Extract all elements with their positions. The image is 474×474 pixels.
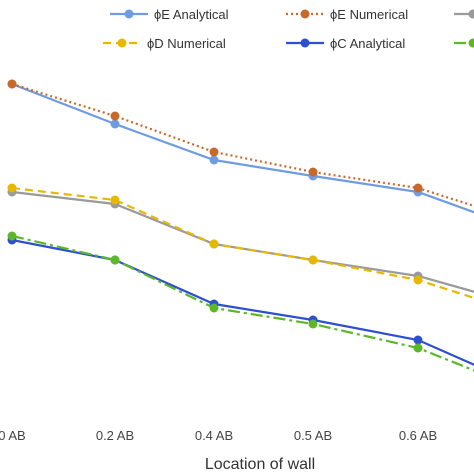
x-tick-label: 0.4 AB (195, 428, 233, 443)
data-point-1-4 (413, 183, 423, 193)
x-axis-title: Location of wall (205, 456, 315, 473)
series-0 (7, 79, 474, 214)
legend-item-1: ϕE Numerical (286, 7, 408, 22)
series-1 (7, 79, 474, 208)
data-point-5-2 (209, 303, 219, 313)
data-point-0-1 (110, 119, 120, 129)
data-point-5-4 (413, 343, 423, 353)
series-line-3 (11, 186, 474, 300)
series-5 (7, 231, 474, 372)
legend-label: ϕD Numerical (147, 36, 226, 51)
data-point-3-2 (209, 239, 219, 249)
legend-marker (468, 38, 474, 48)
data-point-5-3 (308, 319, 318, 329)
data-point-3-4 (413, 275, 423, 285)
data-point-3-3 (308, 255, 318, 265)
data-point-3-0 (7, 183, 17, 193)
legend-label: ϕE Numerical (330, 7, 408, 22)
series-3 (7, 183, 474, 300)
data-point-1-1 (110, 111, 120, 121)
series-line-0 (11, 82, 474, 214)
legend-item-0: ϕE Analytical (110, 7, 229, 22)
data-point-1-3 (308, 167, 318, 177)
x-axis-ticks: 0 AB0.2 AB0.4 AB0.5 AB0.6 AB0.7 AB (0, 428, 437, 443)
legend: ϕE Analytical ϕE Numerical ϕD Numerical ϕC … (103, 7, 474, 51)
legend-marker (117, 38, 127, 48)
legend-item-2 (454, 9, 474, 19)
data-point-5-0 (7, 231, 17, 241)
data-point-1-2 (209, 147, 219, 157)
data-point-0-2 (209, 155, 219, 165)
legend-marker (468, 9, 474, 19)
x-tick-label: 0.2 AB (96, 428, 134, 443)
series-line-5 (11, 234, 474, 372)
data-point-4-4 (413, 335, 423, 345)
x-tick-label: 0.6 AB (399, 428, 437, 443)
x-tick-label: 0.5 AB (294, 428, 332, 443)
data-point-5-1 (110, 255, 120, 265)
series-layer (7, 79, 474, 372)
data-point-3-1 (110, 195, 120, 205)
legend-label: ϕC Analytical (330, 36, 405, 51)
legend-marker (300, 38, 310, 48)
series-4 (7, 235, 474, 366)
legend-item-4: ϕC Analytical (286, 36, 405, 51)
legend-marker (300, 9, 310, 19)
data-point-1-0 (7, 79, 17, 89)
x-tick-label: 0 AB (0, 428, 26, 443)
legend-item-5 (454, 38, 474, 48)
series-line-4 (11, 238, 474, 366)
legend-label: ϕE Analytical (154, 7, 229, 22)
legend-item-3: ϕD Numerical (103, 36, 226, 51)
legend-marker (124, 9, 134, 19)
